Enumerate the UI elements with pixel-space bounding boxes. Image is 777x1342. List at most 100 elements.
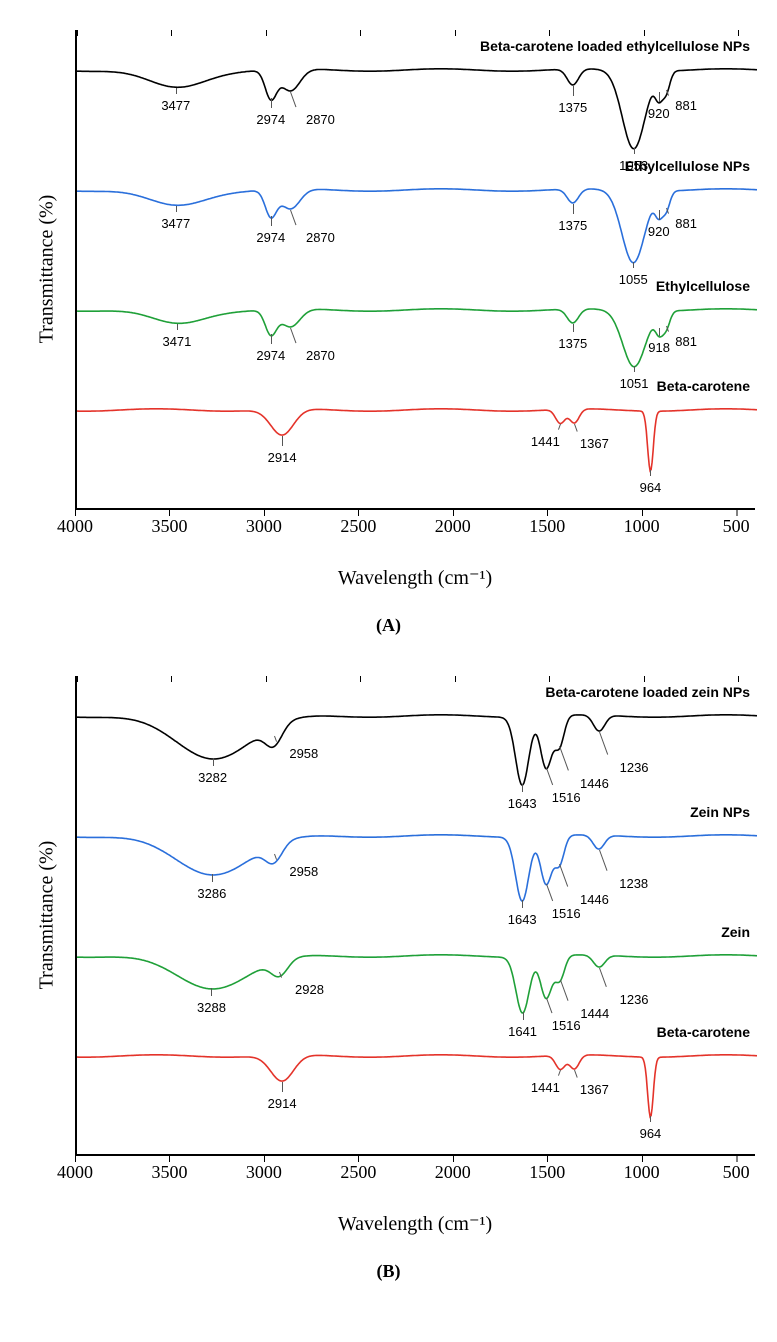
peak-leader <box>634 148 635 154</box>
peak-leader <box>659 328 660 336</box>
top-tick <box>455 30 456 36</box>
top-tick <box>266 30 267 36</box>
peak-label: 1446 <box>580 776 609 791</box>
top-tick <box>77 30 78 36</box>
spectra-svg <box>77 676 757 1156</box>
peak-label: 1055 <box>619 272 648 287</box>
peak-leader <box>271 334 272 344</box>
peak-label: 3288 <box>197 1000 226 1015</box>
peak-label: 2974 <box>256 230 285 245</box>
x-tick: 1000 <box>624 516 660 537</box>
peak-label: 881 <box>675 216 697 231</box>
top-tick <box>549 676 550 682</box>
peak-label: 1367 <box>580 1082 609 1097</box>
peak-label: 918 <box>648 340 670 355</box>
peak-label: 1441 <box>531 434 560 449</box>
top-tick <box>455 676 456 682</box>
y-axis-label-a: Transmittance (%) <box>36 195 59 344</box>
peak-label: 964 <box>640 480 662 495</box>
x-axis-label-a: Wavelength (cm⁻¹) <box>75 565 755 590</box>
spectrum-line <box>77 1055 757 1117</box>
peak-label: 1375 <box>558 336 587 351</box>
x-tick: 2000 <box>435 516 471 537</box>
peak-leader <box>271 98 272 108</box>
top-tick <box>171 676 172 682</box>
peak-label: 2914 <box>268 450 297 465</box>
peak-label: 1375 <box>558 218 587 233</box>
peak-leader <box>659 210 660 220</box>
peak-leader <box>523 1012 524 1020</box>
panel-b: Transmittance (%) Beta-carotene loaded z… <box>20 676 757 1282</box>
x-tick: 500 <box>723 1162 750 1183</box>
x-tick: 3500 <box>151 1162 187 1183</box>
peak-leader <box>650 1116 651 1122</box>
peak-leader <box>212 874 213 882</box>
x-tick: 2500 <box>340 516 376 537</box>
peak-leader <box>573 324 574 332</box>
peak-leader <box>522 784 523 792</box>
peak-leader <box>573 204 574 214</box>
spectrum-line <box>77 409 757 471</box>
series-label: Zein NPs <box>690 804 750 820</box>
top-tick <box>644 30 645 36</box>
peak-leader <box>176 206 177 212</box>
x-tick: 4000 <box>57 516 93 537</box>
spectrum-line <box>77 835 757 901</box>
peak-label: 2974 <box>256 112 285 127</box>
plot-area-a: Transmittance (%) Beta-carotene loaded e… <box>75 30 755 510</box>
top-tick <box>549 30 550 36</box>
peak-leader <box>573 86 574 96</box>
peak-label: 1238 <box>619 876 648 891</box>
peak-label: 2870 <box>306 112 335 127</box>
peak-label: 964 <box>640 1126 662 1141</box>
peak-leader <box>650 470 651 476</box>
plot-area-b: Transmittance (%) Beta-carotene loaded z… <box>75 676 755 1156</box>
peak-label: 3282 <box>198 770 227 785</box>
spectrum-line <box>77 955 757 1013</box>
top-tick <box>266 676 267 682</box>
series-label: Zein <box>721 924 750 940</box>
peak-label: 1446 <box>580 892 609 907</box>
peak-label: 1441 <box>531 1080 560 1095</box>
peak-label: 2914 <box>268 1096 297 1111</box>
panel-a: Transmittance (%) Beta-carotene loaded e… <box>20 30 757 636</box>
peak-label: 2928 <box>295 982 324 997</box>
x-axis-label-b: Wavelength (cm⁻¹) <box>75 1211 755 1236</box>
peak-label: 2958 <box>289 864 318 879</box>
peak-leader <box>659 92 660 102</box>
top-tick <box>738 30 739 36</box>
caption-a: (A) <box>20 615 757 636</box>
x-tick: 2500 <box>340 1162 376 1183</box>
x-tick: 500 <box>723 516 750 537</box>
peak-label: 1516 <box>552 790 581 805</box>
top-tick <box>738 676 739 682</box>
top-tick <box>171 30 172 36</box>
peak-label: 1444 <box>580 1006 609 1021</box>
peak-leader <box>211 988 212 996</box>
peak-leader <box>282 436 283 446</box>
peak-label: 2958 <box>289 746 318 761</box>
peak-label: 3477 <box>161 216 190 231</box>
x-tick: 1500 <box>529 1162 565 1183</box>
series-label: Ethylcellulose NPs <box>625 158 750 174</box>
peak-label: 2870 <box>306 348 335 363</box>
x-tick: 3500 <box>151 516 187 537</box>
top-tick <box>77 676 78 682</box>
peak-label: 881 <box>675 98 697 113</box>
peak-leader <box>634 366 635 372</box>
peak-label: 3471 <box>162 334 191 349</box>
top-tick <box>360 676 361 682</box>
series-label: Beta-carotene <box>657 378 750 394</box>
peak-leader <box>633 262 634 268</box>
peak-label: 3477 <box>161 98 190 113</box>
spectrum-line <box>77 715 757 785</box>
series-label: Ethylcellulose <box>656 278 750 294</box>
y-axis-label-b: Transmittance (%) <box>36 841 59 990</box>
peak-label: 1641 <box>508 1024 537 1039</box>
peak-label: 920 <box>648 106 670 121</box>
x-ticks-a: 4000350030002500200015001000500 <box>75 510 755 535</box>
peak-label: 1051 <box>620 376 649 391</box>
peak-label: 1643 <box>508 912 537 927</box>
peak-leader <box>271 216 272 226</box>
top-tick <box>360 30 361 36</box>
